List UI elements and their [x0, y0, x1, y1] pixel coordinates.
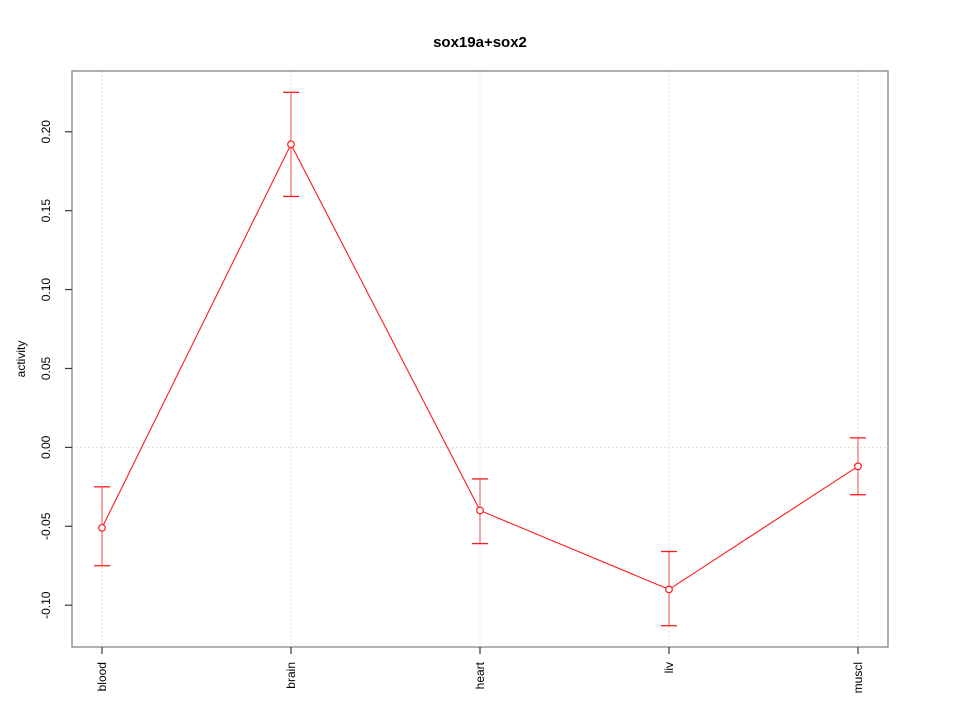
y-tick-label: -0.05 — [39, 512, 53, 540]
y-tick-label: -0.10 — [39, 591, 53, 619]
x-tick-label: blood — [95, 662, 109, 691]
y-tick-label: 0.05 — [39, 356, 53, 380]
y-tick-label: 0.10 — [39, 278, 53, 302]
data-point — [476, 506, 484, 515]
y-tick-label: 0.20 — [39, 120, 53, 144]
data-point — [665, 585, 673, 594]
y-tick-label: 0.00 — [39, 435, 53, 459]
x-tick-label: brain — [284, 662, 298, 689]
data-point — [287, 140, 295, 149]
chart-title: sox19a+sox2 — [433, 34, 527, 51]
x-tick-label: heart — [473, 661, 487, 689]
data-point — [854, 462, 862, 471]
plot-area: -0.10 -0.05 0.00 0.05 0.10 0.15 0.20 blood brain… — [39, 70, 889, 693]
x-tick-label: liv — [662, 662, 676, 673]
data-point — [98, 523, 106, 532]
y-tick-label: 0.15 — [39, 199, 53, 223]
x-tick-label: muscl — [851, 662, 865, 693]
y-axis-label: activity — [14, 341, 28, 378]
